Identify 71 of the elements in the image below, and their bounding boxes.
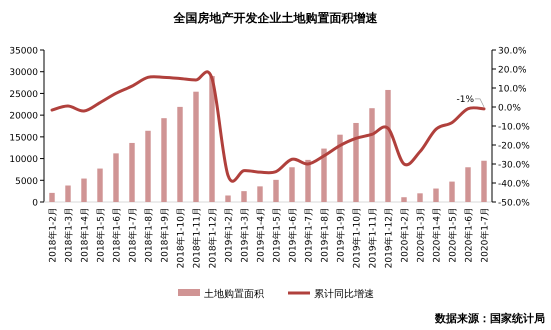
x-tick-label: 2019年1-7月 <box>304 207 314 263</box>
x-tick-label: 2019年1-11月 <box>368 207 378 268</box>
bar <box>433 188 439 202</box>
bar <box>113 153 119 202</box>
y-tick-label: 30000 <box>9 68 38 78</box>
x-tick-label: 2020年1-5月 <box>448 207 458 263</box>
bar <box>49 192 55 202</box>
x-tick-label: 2019年1-3月 <box>240 207 250 263</box>
source-note: 数据来源：国家统计局 <box>434 312 545 325</box>
y2-tick-label: -10.0% <box>498 122 530 132</box>
x-tick-label: 2018年1-3月 <box>64 207 74 263</box>
y2-tick-label: -40.0% <box>498 180 530 190</box>
x-tick-label: 2019年1-2月 <box>224 207 234 263</box>
bar <box>65 185 71 202</box>
y2-tick-label: -50.0% <box>498 198 530 208</box>
bar <box>161 118 167 202</box>
bar <box>177 106 183 202</box>
y-tick-label: 0 <box>32 198 38 208</box>
bar <box>193 92 199 202</box>
bar <box>273 180 279 202</box>
x-tick-label: 2020年1-7月 <box>480 207 490 263</box>
legend-label: 土地购置面积 <box>204 288 264 300</box>
x-tick-label: 2019年1-10月 <box>352 207 362 268</box>
bar <box>97 168 103 202</box>
x-tick-label: 2020年1-6月 <box>464 207 474 263</box>
y-tick-label: 25000 <box>9 90 38 100</box>
bar <box>401 197 407 202</box>
bar <box>145 130 151 202</box>
y-tick-label: 35000 <box>9 46 38 56</box>
bar <box>225 195 231 202</box>
x-tick-label: 2018年1-12月 <box>208 207 218 268</box>
y-tick-label: 15000 <box>9 133 38 144</box>
x-tick-label: 2018年1-11月 <box>192 207 202 268</box>
legend-label: 累计同比增速 <box>314 288 374 300</box>
bar <box>257 186 263 202</box>
y-tick-label: 20000 <box>9 112 38 122</box>
x-tick-label: 2018年1-5月 <box>96 207 106 263</box>
x-tick-label: 2019年1-9月 <box>336 207 346 263</box>
y2-tick-label: 10.0% <box>498 84 528 94</box>
x-tick-label: 2018年1-10月 <box>176 207 186 268</box>
bar <box>465 167 471 202</box>
x-tick-label: 2020年1-4月 <box>432 207 442 263</box>
x-tick-label: 2020年1-2月 <box>400 207 410 263</box>
x-tick-label: 2019年1-8月 <box>320 207 330 263</box>
y2-tick-label: 30.0% <box>498 46 528 56</box>
y2-tick-label: 20.0% <box>498 66 528 76</box>
x-tick-label: 2018年1-2月 <box>48 207 58 263</box>
x-tick-label: 2018年1-8月 <box>144 207 154 263</box>
y-tick-label: 5000 <box>15 176 38 187</box>
x-tick-label: 2020年1-3月 <box>416 207 426 263</box>
x-tick-label: 2019年1-12月 <box>384 207 394 268</box>
y-tick-label: 10000 <box>9 155 38 166</box>
x-tick-label: 2018年1-6月 <box>112 207 122 263</box>
bar <box>417 193 423 202</box>
x-tick-label: 2018年1-9月 <box>160 207 170 263</box>
bar <box>129 142 135 202</box>
bar <box>481 160 487 202</box>
y2-tick-label: -20.0% <box>498 142 530 152</box>
x-tick-label: 2018年1-4月 <box>80 207 90 263</box>
chart-title: 全国房地产开发企业土地购置面积增速 <box>172 11 378 25</box>
x-tick-label: 2018年1-7月 <box>128 207 138 263</box>
bar <box>81 178 87 202</box>
x-tick-label: 2019年1-4月 <box>256 207 266 263</box>
y2-tick-label: -30.0% <box>498 160 530 170</box>
x-tick-label: 2019年1-6月 <box>288 207 298 263</box>
y2-tick-label: 0.0% <box>498 104 522 114</box>
bar <box>241 191 247 202</box>
bar <box>289 167 295 202</box>
x-tick-label: 2019年1-5月 <box>272 207 282 263</box>
bar <box>449 182 455 202</box>
annotation: -1% <box>456 94 474 105</box>
